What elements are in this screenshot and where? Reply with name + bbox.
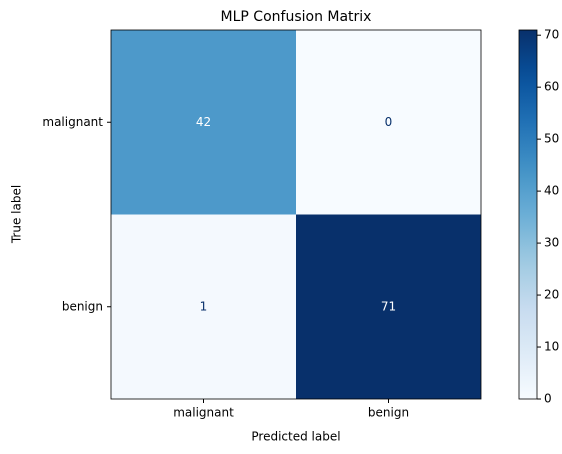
- x-tick-label: malignant: [173, 406, 234, 420]
- colorbar-tick-label: 70: [544, 28, 559, 42]
- cell: [111, 30, 296, 215]
- colorbar-tick-label: 0: [544, 392, 552, 406]
- colorbar-tick-label: 60: [544, 80, 559, 94]
- cell-label: 0: [385, 115, 393, 129]
- cell: [296, 30, 481, 215]
- colorbar-tick-label: 40: [544, 184, 559, 198]
- cell: [296, 214, 481, 399]
- chart-title: MLP Confusion Matrix: [221, 9, 372, 25]
- colorbar-tick-label: 20: [544, 288, 559, 302]
- colorbar: [518, 29, 538, 400]
- cell-label: 42: [196, 115, 211, 129]
- colorbar-tick-label: 10: [544, 340, 559, 354]
- cell-label: 1: [200, 299, 208, 313]
- y-tick-label: malignant: [42, 115, 103, 129]
- y-axis-label: True label: [10, 185, 24, 244]
- cell: [111, 214, 296, 399]
- cell-label: 71: [381, 299, 396, 313]
- colorbar-tick-label: 50: [544, 132, 559, 146]
- colorbar-tick-label: 30: [544, 236, 559, 250]
- plot-frame: [110, 29, 482, 400]
- y-tick-label: benign: [62, 299, 103, 313]
- x-tick-label: benign: [368, 406, 409, 420]
- x-axis-label: Predicted label: [251, 430, 340, 444]
